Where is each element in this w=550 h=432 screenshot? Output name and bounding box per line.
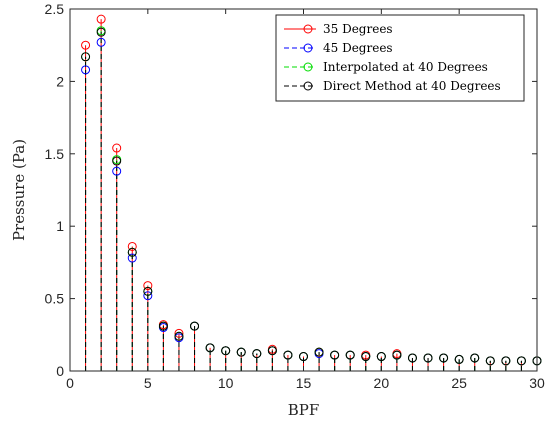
stem-marker-4-23 — [423, 353, 433, 363]
x-tick-label: 20 — [374, 375, 390, 391]
stem-marker-4-27 — [485, 356, 495, 366]
stem-marker-4-19 — [361, 352, 371, 362]
x-tick-label: 30 — [529, 375, 545, 391]
y-tick-label: 1 — [56, 218, 64, 234]
stem-marker-4-20 — [376, 352, 386, 362]
y-tick-label: 0 — [56, 363, 64, 379]
legend-label-2: 45 Degrees — [323, 41, 393, 55]
stem-marker-4-12 — [252, 349, 262, 359]
stem-marker-4-3 — [112, 156, 122, 166]
stem-marker-4-13 — [267, 346, 277, 356]
stem-marker-4-29 — [516, 356, 526, 366]
legend: 35 Degrees 45 Degrees Interpolated at 40 D… — [275, 14, 525, 102]
stem-marker-4-25 — [454, 354, 464, 364]
stem-marker-2-2 — [96, 37, 106, 47]
x-tick-label: 0 — [66, 375, 74, 391]
stem-marker-4-1 — [81, 52, 91, 62]
stem-marker-1-4 — [127, 241, 137, 251]
x-axis-label: BPF — [288, 401, 320, 419]
stem-marker-4-16 — [314, 347, 324, 357]
stem-marker-1-7 — [174, 328, 184, 338]
stem-marker-4-11 — [236, 347, 246, 357]
stem-marker-4-28 — [501, 356, 511, 366]
stem-marker-2-4 — [127, 253, 137, 263]
x-tick-label: 15 — [296, 375, 312, 391]
x-tick-label: 10 — [218, 375, 234, 391]
stem-marker-4-22 — [407, 353, 417, 363]
stem-marker-4-2 — [96, 27, 106, 37]
stem-marker-4-4 — [127, 247, 137, 257]
stem-layer — [85, 19, 538, 371]
tick-layer: 0 5 10 15 20 25 30 0 0.5 1 1.5 2 2.5 — [45, 1, 545, 391]
y-tick-label: 2.5 — [45, 1, 65, 17]
y-axis-label: Pressure (Pa) — [10, 139, 28, 241]
stem-marker-1-1 — [81, 40, 91, 50]
stem-marker-1-5 — [143, 281, 153, 291]
stem-marker-4-6 — [158, 321, 168, 331]
stem-marker-4-5 — [143, 286, 153, 296]
y-tick-label: 2 — [56, 73, 64, 89]
legend-marker-3 — [303, 62, 313, 72]
stem-marker-2-3 — [112, 166, 122, 176]
stem-marker-4-14 — [283, 350, 293, 360]
stem-marker-4-8 — [190, 321, 200, 331]
legend-label-4: Direct Method at 40 Degrees — [323, 79, 501, 93]
stem-marker-4-7 — [174, 331, 184, 341]
stem-marker-4-26 — [470, 353, 480, 363]
stem-marker-4-24 — [439, 353, 449, 363]
x-tick-label: 5 — [144, 375, 152, 391]
stem-marker-4-18 — [345, 350, 355, 360]
legend-label-3: Interpolated at 40 Degrees — [323, 60, 488, 74]
stem-marker-4-17 — [330, 350, 340, 360]
stem-marker-2-5 — [143, 291, 153, 301]
stem-marker-1-3 — [112, 143, 122, 153]
stem-marker-4-21 — [392, 350, 402, 360]
stem-marker-4-15 — [299, 352, 308, 362]
y-tick-label: 0.5 — [45, 291, 65, 307]
legend-marker-2 — [303, 43, 313, 53]
y-tick-label: 1.5 — [45, 146, 65, 162]
stem-marker-2-1 — [81, 65, 91, 75]
legend-box — [275, 14, 525, 102]
legend-label-1: 35 Degrees — [323, 22, 393, 36]
legend-marker-4 — [303, 81, 313, 91]
legend-marker-1 — [303, 24, 313, 34]
stem-marker-4-9 — [205, 343, 215, 353]
stem-marker-4-10 — [221, 346, 231, 356]
stem-marker-1-2 — [96, 14, 106, 24]
x-tick-label: 25 — [451, 375, 467, 391]
